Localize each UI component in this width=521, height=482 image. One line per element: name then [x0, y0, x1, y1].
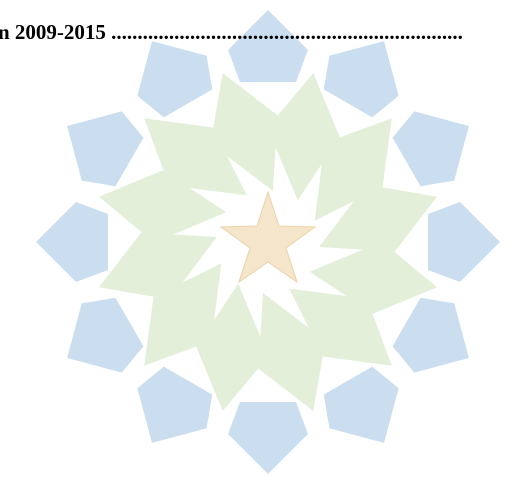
text-line: n 2009-2015 ............................… [0, 20, 521, 45]
page: n 2009-2015 ............................… [0, 0, 521, 482]
watermark-logo [0, 0, 521, 482]
